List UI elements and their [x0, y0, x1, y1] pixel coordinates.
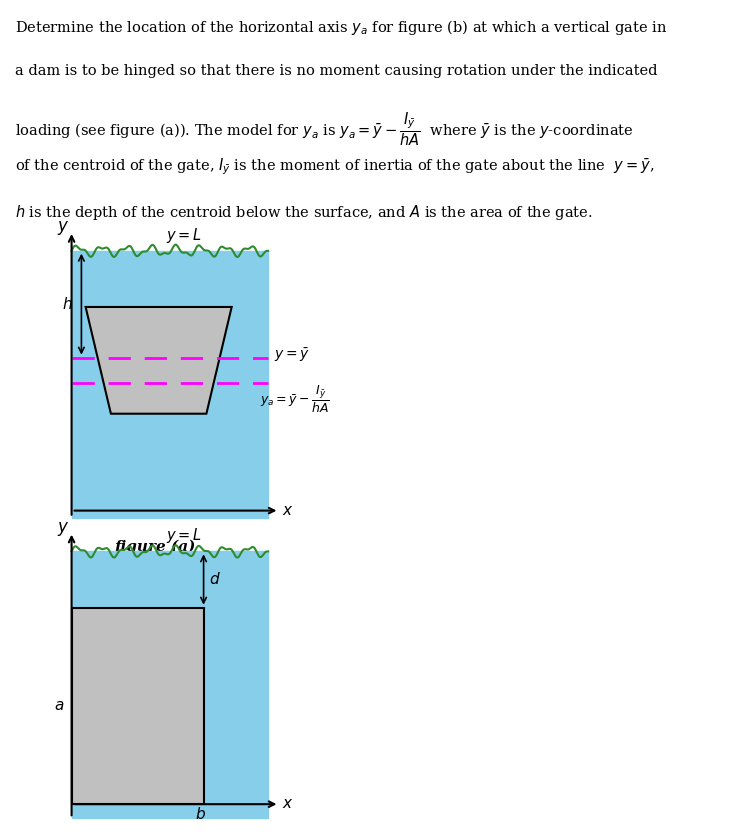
Text: Determine the location of the horizontal axis $y_a$ for figure (b) at which a ve: Determine the location of the horizontal…: [15, 18, 667, 38]
Text: $y = L$: $y = L$: [165, 225, 202, 245]
Bar: [71, 551, 268, 818]
Text: $x$: $x$: [282, 797, 294, 811]
Text: $y$: $y$: [57, 220, 69, 237]
Text: of the centroid of the gate, $I_{\bar{y}}$ is the moment of inertia of the gate : of the centroid of the gate, $I_{\bar{y}…: [15, 157, 654, 177]
Text: $x$: $x$: [282, 504, 294, 518]
Text: figure (a): figure (a): [115, 540, 197, 554]
Text: $y = \bar{y}$: $y = \bar{y}$: [274, 346, 310, 363]
Polygon shape: [85, 307, 232, 413]
Text: $y_a = \bar{y} - \dfrac{I_{\bar{y}}}{hA}$: $y_a = \bar{y} - \dfrac{I_{\bar{y}}}{hA}…: [260, 384, 330, 415]
Text: $a$: $a$: [54, 699, 64, 713]
Bar: [71, 250, 268, 518]
Text: $h$ is the depth of the centroid below the surface, and $A$ is the area of the g: $h$ is the depth of the centroid below t…: [15, 203, 592, 222]
Text: loading (see figure (a)). The model for $y_a$ is $y_a = \bar{y}-\dfrac{I_{\bar{y: loading (see figure (a)). The model for …: [15, 110, 634, 148]
Text: $y = L$: $y = L$: [165, 526, 202, 545]
Bar: [71, 608, 203, 804]
Text: $h$: $h$: [63, 296, 73, 312]
Text: $b$: $b$: [195, 806, 206, 822]
Text: a dam is to be hinged so that there is no moment causing rotation under the indi: a dam is to be hinged so that there is n…: [15, 64, 657, 78]
Text: $y$: $y$: [57, 520, 69, 538]
Text: $d$: $d$: [209, 571, 221, 588]
